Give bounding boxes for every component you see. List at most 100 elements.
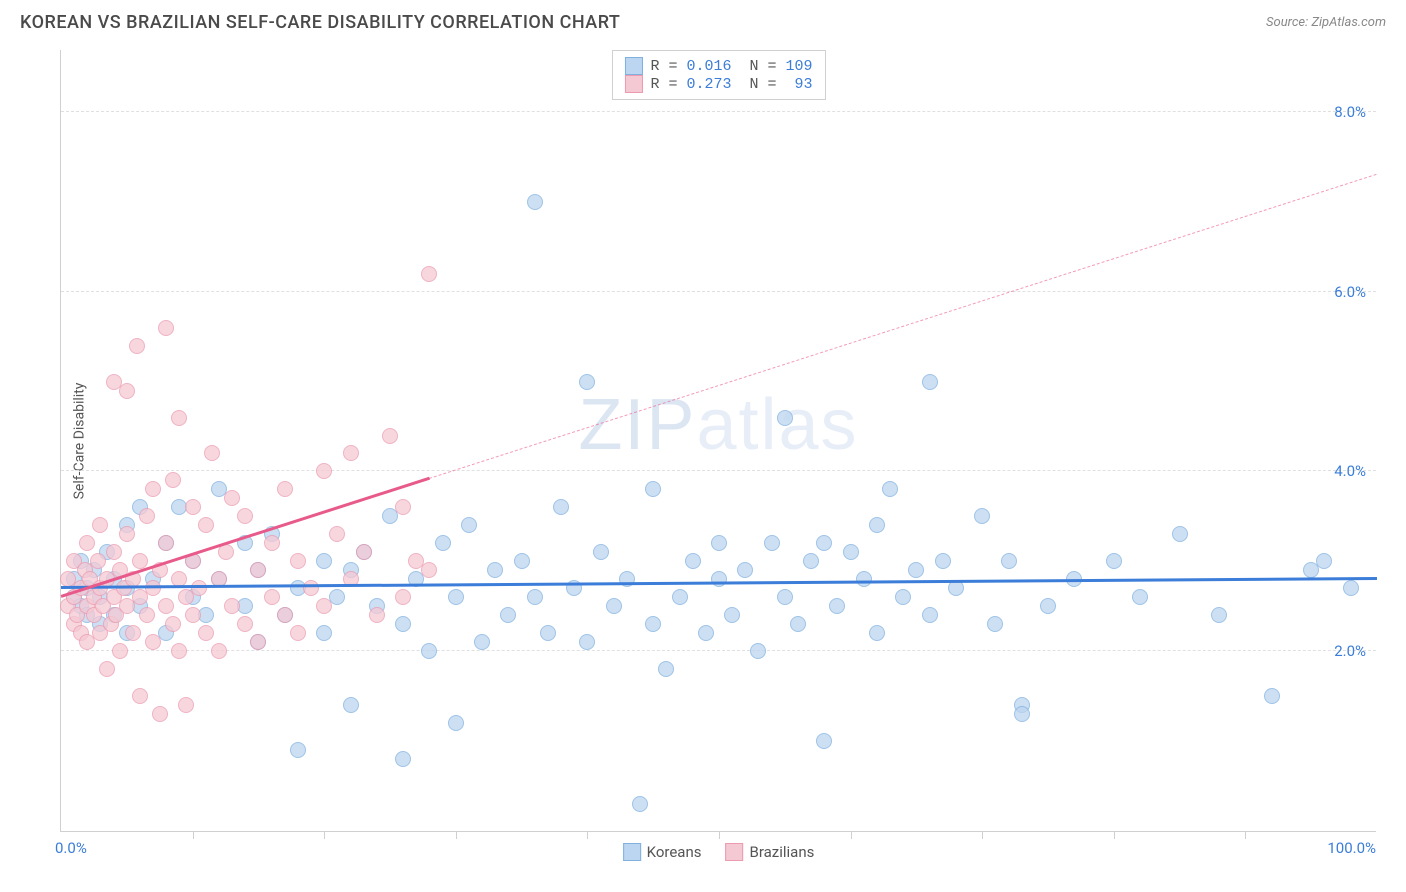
scatter-point: [198, 517, 214, 533]
scatter-point: [112, 643, 128, 659]
scatter-point: [540, 625, 556, 641]
x-tick-label: 100.0%: [1327, 839, 1376, 857]
scatter-point: [553, 499, 569, 515]
scatter-point: [579, 634, 595, 650]
scatter-point: [277, 481, 293, 497]
chart-container: KOREAN VS BRAZILIAN SELF-CARE DISABILITY…: [0, 0, 1406, 892]
scatter-point: [125, 625, 141, 641]
scatter-point: [435, 535, 451, 551]
scatter-point: [99, 661, 115, 677]
scatter-point: [619, 571, 635, 587]
gridline: [61, 291, 1376, 292]
scatter-point: [218, 544, 234, 560]
y-tick-label: 4.0%: [1334, 462, 1366, 480]
scatter-point: [1040, 598, 1056, 614]
scatter-point: [178, 697, 194, 713]
y-axis-label: Self-Care Disability: [71, 382, 87, 499]
x-tick: [456, 831, 457, 839]
scatter-point: [316, 553, 332, 569]
scatter-point: [908, 562, 924, 578]
scatter-point: [158, 320, 174, 336]
scatter-point: [152, 706, 168, 722]
scatter-point: [106, 544, 122, 560]
gridline: [61, 470, 1376, 471]
scatter-point: [856, 571, 872, 587]
scatter-point: [185, 499, 201, 515]
scatter-point: [764, 535, 780, 551]
scatter-point: [803, 553, 819, 569]
scatter-point: [922, 374, 938, 390]
x-tick: [719, 831, 720, 839]
scatter-point: [1132, 589, 1148, 605]
x-tick: [851, 831, 852, 839]
scatter-point: [1014, 706, 1030, 722]
scatter-point: [92, 517, 108, 533]
scatter-point: [171, 643, 187, 659]
trend-line-dashed: [429, 174, 1377, 479]
scatter-point: [119, 526, 135, 542]
scatter-point: [935, 553, 951, 569]
scatter-point: [303, 580, 319, 596]
legend-swatch: [624, 57, 642, 75]
scatter-point: [448, 715, 464, 731]
watermark-text: ZIPatlas: [578, 384, 858, 466]
trend-line-solid: [61, 477, 430, 598]
scatter-point: [514, 553, 530, 569]
scatter-point: [974, 508, 990, 524]
scatter-point: [711, 535, 727, 551]
x-tick: [982, 831, 983, 839]
gridline: [61, 111, 1376, 112]
scatter-point: [211, 643, 227, 659]
scatter-point: [145, 580, 161, 596]
scatter-point: [198, 625, 214, 641]
x-tick: [324, 831, 325, 839]
scatter-point: [777, 589, 793, 605]
y-tick-label: 8.0%: [1334, 103, 1366, 121]
scatter-point: [869, 625, 885, 641]
y-tick-label: 6.0%: [1334, 283, 1366, 301]
scatter-point: [816, 733, 832, 749]
scatter-point: [527, 589, 543, 605]
scatter-point: [395, 589, 411, 605]
scatter-point: [737, 562, 753, 578]
source-label: Source: ZipAtlas.com: [1266, 15, 1386, 30]
scatter-point: [421, 266, 437, 282]
scatter-point: [264, 589, 280, 605]
scatter-point: [158, 535, 174, 551]
scatter-point: [250, 562, 266, 578]
scatter-point: [527, 194, 543, 210]
scatter-point: [895, 589, 911, 605]
scatter-point: [139, 607, 155, 623]
scatter-point: [316, 463, 332, 479]
scatter-point: [204, 445, 220, 461]
y-tick-label: 2.0%: [1334, 642, 1366, 660]
scatter-point: [790, 616, 806, 632]
scatter-point: [129, 338, 145, 354]
gridline: [61, 650, 1376, 651]
scatter-point: [395, 616, 411, 632]
scatter-point: [645, 616, 661, 632]
legend-stats: R = 0.273 N = 93: [650, 76, 812, 93]
scatter-point: [79, 535, 95, 551]
scatter-point: [448, 589, 464, 605]
scatter-point: [1343, 580, 1359, 596]
scatter-point: [658, 661, 674, 677]
scatter-point: [395, 751, 411, 767]
legend-row: R = 0.016 N = 109: [624, 57, 812, 75]
scatter-point: [829, 598, 845, 614]
legend-swatch: [624, 75, 642, 93]
x-tick-label: 0.0%: [55, 839, 87, 857]
scatter-point: [421, 643, 437, 659]
scatter-point: [882, 481, 898, 497]
scatter-point: [1172, 526, 1188, 542]
correlation-legend: R = 0.016 N = 109R = 0.273 N = 93: [611, 50, 825, 100]
scatter-point: [711, 571, 727, 587]
scatter-point: [645, 481, 661, 497]
scatter-point: [606, 598, 622, 614]
scatter-point: [672, 589, 688, 605]
scatter-point: [843, 544, 859, 560]
scatter-point: [632, 796, 648, 812]
header-row: KOREAN VS BRAZILIAN SELF-CARE DISABILITY…: [0, 0, 1406, 33]
scatter-point: [487, 562, 503, 578]
scatter-point: [145, 481, 161, 497]
